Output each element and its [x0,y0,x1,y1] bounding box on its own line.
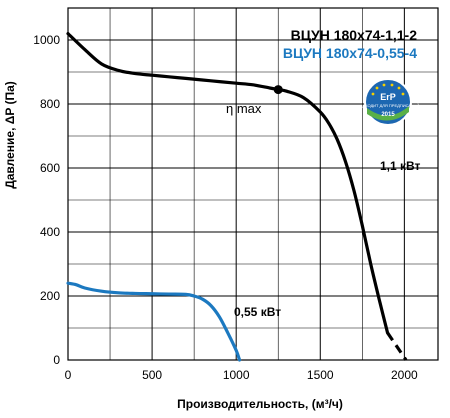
legend-entry-series-1: ВЦУН 180х74-1,1-2 [291,27,418,43]
y-tick-label: 1000 [33,33,60,47]
eta-max-label: η max [226,101,262,116]
erp-badge-stars [371,83,405,96]
x-tick-label: 0 [65,368,72,382]
erp-badge-swoosh [367,106,409,121]
series-line-1-extension [386,331,408,361]
y-tick-label: 800 [40,97,60,111]
legend-entry-series-2: ВЦУН 180х74-0,55-4 [283,45,417,61]
series-lines [66,32,408,362]
y-tick-label: 600 [40,161,60,175]
series-line-1 [66,32,390,335]
power-label-series-1: 1,1 кВт [380,159,421,173]
y-tick-label: 0 [53,353,60,367]
power-label-series-2: 0,55 кВт [234,305,281,319]
eta-max-point [273,85,283,95]
y-axis-title: Давление, ΔP (Па) [3,81,17,189]
erp-badge-subtitle: ПОДХОДИТ ДЛЯ ПРЕДПИСАНИЙ [356,103,420,108]
tick-labels: 0 500 1000 1500 2000 0 200 400 600 800 1000 [33,33,418,382]
y-tick-label: 200 [40,289,60,303]
erp-badge: ErP ПОДХОДИТ ДЛЯ ПРЕДПИСАНИЙ 2015 [356,78,420,126]
x-tick-label: 500 [142,368,162,382]
x-tick-label: 1500 [307,368,334,382]
series-line-2 [66,281,242,362]
grid [67,7,439,361]
erp-badge-year: 2015 [381,112,395,118]
x-tick-label: 1000 [223,368,250,382]
y-tick-label: 400 [40,225,60,239]
plot-frame [67,7,439,361]
x-tick-label: 2000 [391,368,418,382]
x-axis-title: Производительность, (м³/ч) [177,397,343,411]
erp-badge-title: ErP [380,92,396,102]
